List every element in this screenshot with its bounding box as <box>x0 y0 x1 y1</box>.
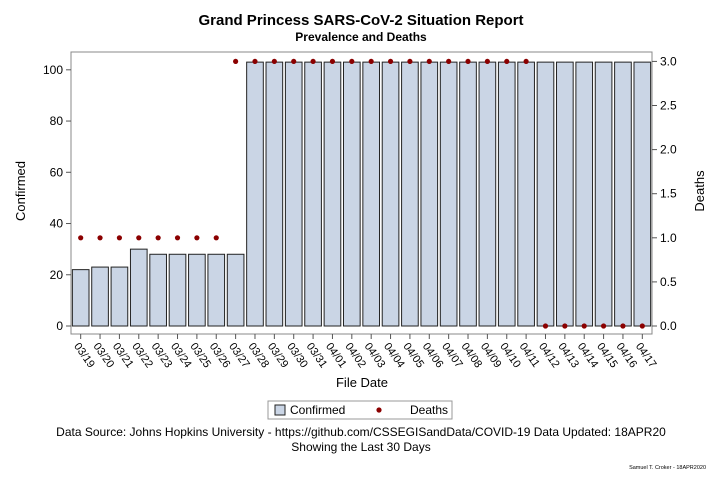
y-tick-label: 100 <box>43 63 63 77</box>
bar <box>517 61 535 327</box>
deaths-marker <box>213 235 219 241</box>
deaths-marker <box>465 58 471 65</box>
deaths-marker <box>78 235 84 241</box>
deaths-marker <box>271 58 277 65</box>
deaths-marker <box>291 58 297 65</box>
bar <box>381 61 400 327</box>
bar <box>575 61 594 327</box>
bar <box>420 61 439 327</box>
deaths-marker <box>194 235 200 241</box>
deaths-marker <box>523 58 529 65</box>
bar <box>323 61 342 327</box>
legend-marker-deaths <box>376 407 382 413</box>
bar <box>304 61 322 327</box>
bar <box>207 253 226 327</box>
y2-tick-label: 1.5 <box>660 187 677 201</box>
author-credit: Samuel T. Croker - 18APR2020 <box>629 465 706 471</box>
y-tick-label: 20 <box>50 268 64 282</box>
bar <box>91 266 109 327</box>
bar <box>226 253 245 327</box>
bar <box>497 61 516 327</box>
bar <box>265 61 284 327</box>
chart-subtitle: Prevalence and Deaths <box>295 30 427 44</box>
x-axis-label: File Date <box>336 375 388 390</box>
bar <box>342 61 361 327</box>
footnote-range: Showing the Last 30 Days <box>291 440 430 454</box>
y2-tick-label: 2.5 <box>660 99 677 113</box>
bar <box>129 248 148 327</box>
deaths-marker <box>387 58 394 65</box>
y2-axis-label: Deaths <box>692 170 707 212</box>
legend-swatch-confirmed <box>274 404 286 416</box>
deaths-marker <box>504 58 510 65</box>
deaths-marker <box>639 323 645 329</box>
bar <box>149 253 167 327</box>
deaths-marker <box>174 235 181 241</box>
deaths-marker <box>252 58 258 65</box>
bar <box>594 61 613 327</box>
bar <box>188 253 206 327</box>
legend: Confirmed Deaths <box>267 400 453 420</box>
bar <box>633 61 652 327</box>
deaths-marker <box>329 58 336 65</box>
deaths-marker <box>407 58 413 65</box>
deaths-marker <box>368 58 374 65</box>
y-tick-label: 0 <box>56 319 63 333</box>
deaths-marker <box>97 235 103 241</box>
x-tick-label: 04/17 <box>633 341 659 370</box>
legend-label-confirmed: Confirmed <box>290 403 345 417</box>
y-tick-label: 60 <box>50 165 64 179</box>
bar <box>459 61 477 327</box>
chart-title: Grand Princess SARS-CoV-2 Situation Repo… <box>198 12 523 29</box>
bar <box>284 61 303 327</box>
y-tick-label: 80 <box>50 114 64 128</box>
bar <box>478 61 497 327</box>
bar <box>439 61 458 327</box>
deaths-marker-group <box>78 58 645 329</box>
footnote-source: Data Source: Johns Hopkins University - … <box>56 425 666 439</box>
y2-tick-label: 2.0 <box>660 143 677 157</box>
y2-tick-label: 0.0 <box>660 319 677 333</box>
deaths-marker <box>446 58 452 65</box>
y-tick-label: 40 <box>50 217 64 231</box>
deaths-marker <box>562 323 568 329</box>
bar <box>110 266 129 327</box>
deaths-marker <box>155 235 161 241</box>
deaths-marker <box>233 58 239 65</box>
y-axis-label: Confirmed <box>13 161 28 221</box>
y2-tick-label: 3.0 <box>660 54 677 68</box>
bar <box>71 269 90 327</box>
bar <box>556 61 574 327</box>
deaths-marker <box>310 58 316 65</box>
deaths-marker <box>484 58 490 65</box>
bar-group <box>71 61 652 327</box>
y-axis-ticks: 0 20 40 60 80 100 <box>43 63 71 333</box>
y2-axis-ticks: 0.0 0.5 1.0 1.5 2.0 2.5 3.0 <box>652 54 677 333</box>
bar <box>401 61 419 327</box>
deaths-marker <box>116 235 123 241</box>
bar <box>362 61 381 327</box>
plot-frame <box>70 51 653 335</box>
bar <box>246 61 264 327</box>
bar <box>168 253 187 327</box>
deaths-marker <box>426 58 432 65</box>
bar <box>614 61 632 327</box>
legend-label-deaths: Deaths <box>410 403 448 417</box>
deaths-marker <box>136 235 142 241</box>
bar <box>536 61 555 327</box>
deaths-marker <box>349 58 355 65</box>
deaths-marker <box>620 323 626 329</box>
deaths-marker <box>600 323 607 329</box>
y2-tick-label: 1.0 <box>660 231 677 245</box>
deaths-marker <box>542 323 549 329</box>
legend-frame <box>267 400 453 420</box>
x-axis-ticks: 03/1903/2003/2103/2203/2303/2403/2503/26… <box>71 334 658 370</box>
y2-tick-label: 0.5 <box>660 275 677 289</box>
deaths-marker <box>581 323 587 329</box>
